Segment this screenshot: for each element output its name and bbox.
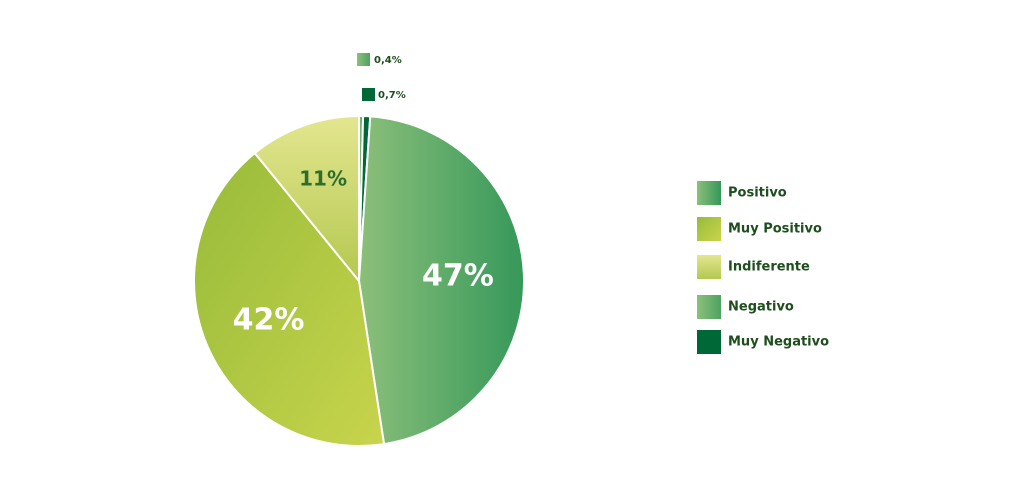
value-label: 0,7% — [378, 90, 406, 101]
legend-label: Positivo — [728, 186, 787, 201]
value-label: 42% — [233, 303, 305, 338]
label-marker — [357, 53, 370, 66]
legend-swatch — [697, 181, 721, 205]
legend-label: Muy Positivo — [728, 222, 822, 237]
legend-label: Muy Negativo — [728, 335, 829, 350]
value-label: 0,4% — [374, 55, 402, 66]
legend-swatch — [697, 255, 721, 279]
legend-swatch — [697, 217, 721, 241]
pie-slice — [253, 114, 360, 284]
pie-slice — [357, 115, 525, 446]
legend-swatch — [697, 330, 721, 354]
value-label: 11% — [299, 166, 347, 190]
legend-swatch — [697, 295, 721, 319]
pie-slice — [193, 151, 386, 447]
legend-label: Negativo — [728, 300, 794, 315]
value-label: 47% — [422, 258, 494, 293]
label-marker — [362, 88, 375, 101]
legend-label: Indiferente — [728, 260, 810, 275]
